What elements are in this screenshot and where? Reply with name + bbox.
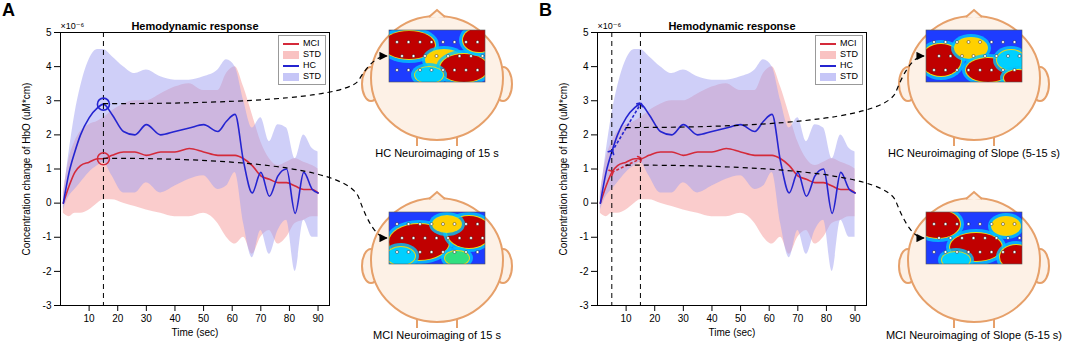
svg-text:3: 3 (583, 95, 589, 106)
svg-text:2: 2 (46, 129, 52, 140)
svg-text:-1: -1 (43, 231, 52, 242)
svg-text:Hemodynamic response: Hemodynamic response (131, 20, 258, 32)
svg-text:×10⁻⁶: ×10⁻⁶ (598, 21, 622, 31)
svg-text:-3: -3 (580, 300, 589, 311)
svg-text:3: 3 (46, 95, 52, 106)
svg-text:Concentration change of HbO (u: Concentration change of HbO (uM*cm) (558, 83, 569, 256)
html-text:MCI Neuroimaging of 15 s: MCI Neuroimaging of 15 s (373, 329, 501, 341)
svg-text:40: 40 (169, 313, 181, 324)
svg-text:-2: -2 (580, 266, 589, 277)
svg-text:60: 60 (227, 313, 239, 324)
svg-text:5: 5 (46, 27, 52, 38)
html-text:MCI: MCI (840, 38, 857, 48)
html-text:STD: STD (303, 49, 321, 59)
html-text:HC Neuroimaging of 15 s: HC Neuroimaging of 15 s (375, 147, 499, 159)
html-text:MCI Neuroimaging of Slope (5-1: MCI Neuroimaging of Slope (5-15 s) (886, 329, 1062, 341)
svg-text:5: 5 (583, 27, 589, 38)
svg-text:Time (sec): Time (sec) (172, 327, 219, 338)
svg-text:70: 70 (792, 313, 804, 324)
svg-text:90: 90 (849, 313, 861, 324)
svg-text:10: 10 (84, 313, 96, 324)
svg-text:50: 50 (198, 313, 210, 324)
svg-text:×10⁻⁶: ×10⁻⁶ (61, 21, 85, 31)
html-text:STD: STD (303, 71, 321, 81)
svg-text:30: 30 (141, 313, 153, 324)
svg-text:20: 20 (112, 313, 124, 324)
html-text:STD: STD (840, 49, 858, 59)
svg-text:Concentration change of HbO (u: Concentration change of HbO (uM*cm) (21, 83, 32, 256)
html-text:HC: HC (840, 60, 853, 70)
svg-text:30: 30 (678, 313, 690, 324)
svg-text:0: 0 (583, 197, 589, 208)
svg-text:2: 2 (583, 129, 589, 140)
svg-text:10: 10 (621, 313, 633, 324)
svg-text:4: 4 (583, 61, 589, 72)
svg-text:-2: -2 (43, 266, 52, 277)
svg-text:60: 60 (764, 313, 776, 324)
svg-text:-3: -3 (43, 300, 52, 311)
svg-text:90: 90 (312, 313, 324, 324)
html-text:STD: STD (840, 71, 858, 81)
svg-text:1: 1 (583, 163, 589, 174)
html-text:HC: HC (303, 60, 316, 70)
html-text:MCI: MCI (303, 38, 320, 48)
svg-text:Time (sec): Time (sec) (709, 327, 756, 338)
html-text:A: A (2, 0, 15, 20)
svg-text:4: 4 (46, 61, 52, 72)
svg-text:70: 70 (255, 313, 267, 324)
svg-text:50: 50 (735, 313, 747, 324)
svg-text:80: 80 (284, 313, 296, 324)
svg-text:Hemodynamic response: Hemodynamic response (668, 20, 795, 32)
svg-text:0: 0 (46, 197, 52, 208)
svg-text:40: 40 (706, 313, 718, 324)
svg-text:1: 1 (46, 163, 52, 174)
svg-text:-1: -1 (580, 231, 589, 242)
svg-text:80: 80 (821, 313, 833, 324)
html-text:B: B (539, 0, 552, 20)
html-text:HC Neuroimaging of Slope (5-15: HC Neuroimaging of Slope (5-15 s) (888, 147, 1060, 159)
svg-text:20: 20 (649, 313, 661, 324)
